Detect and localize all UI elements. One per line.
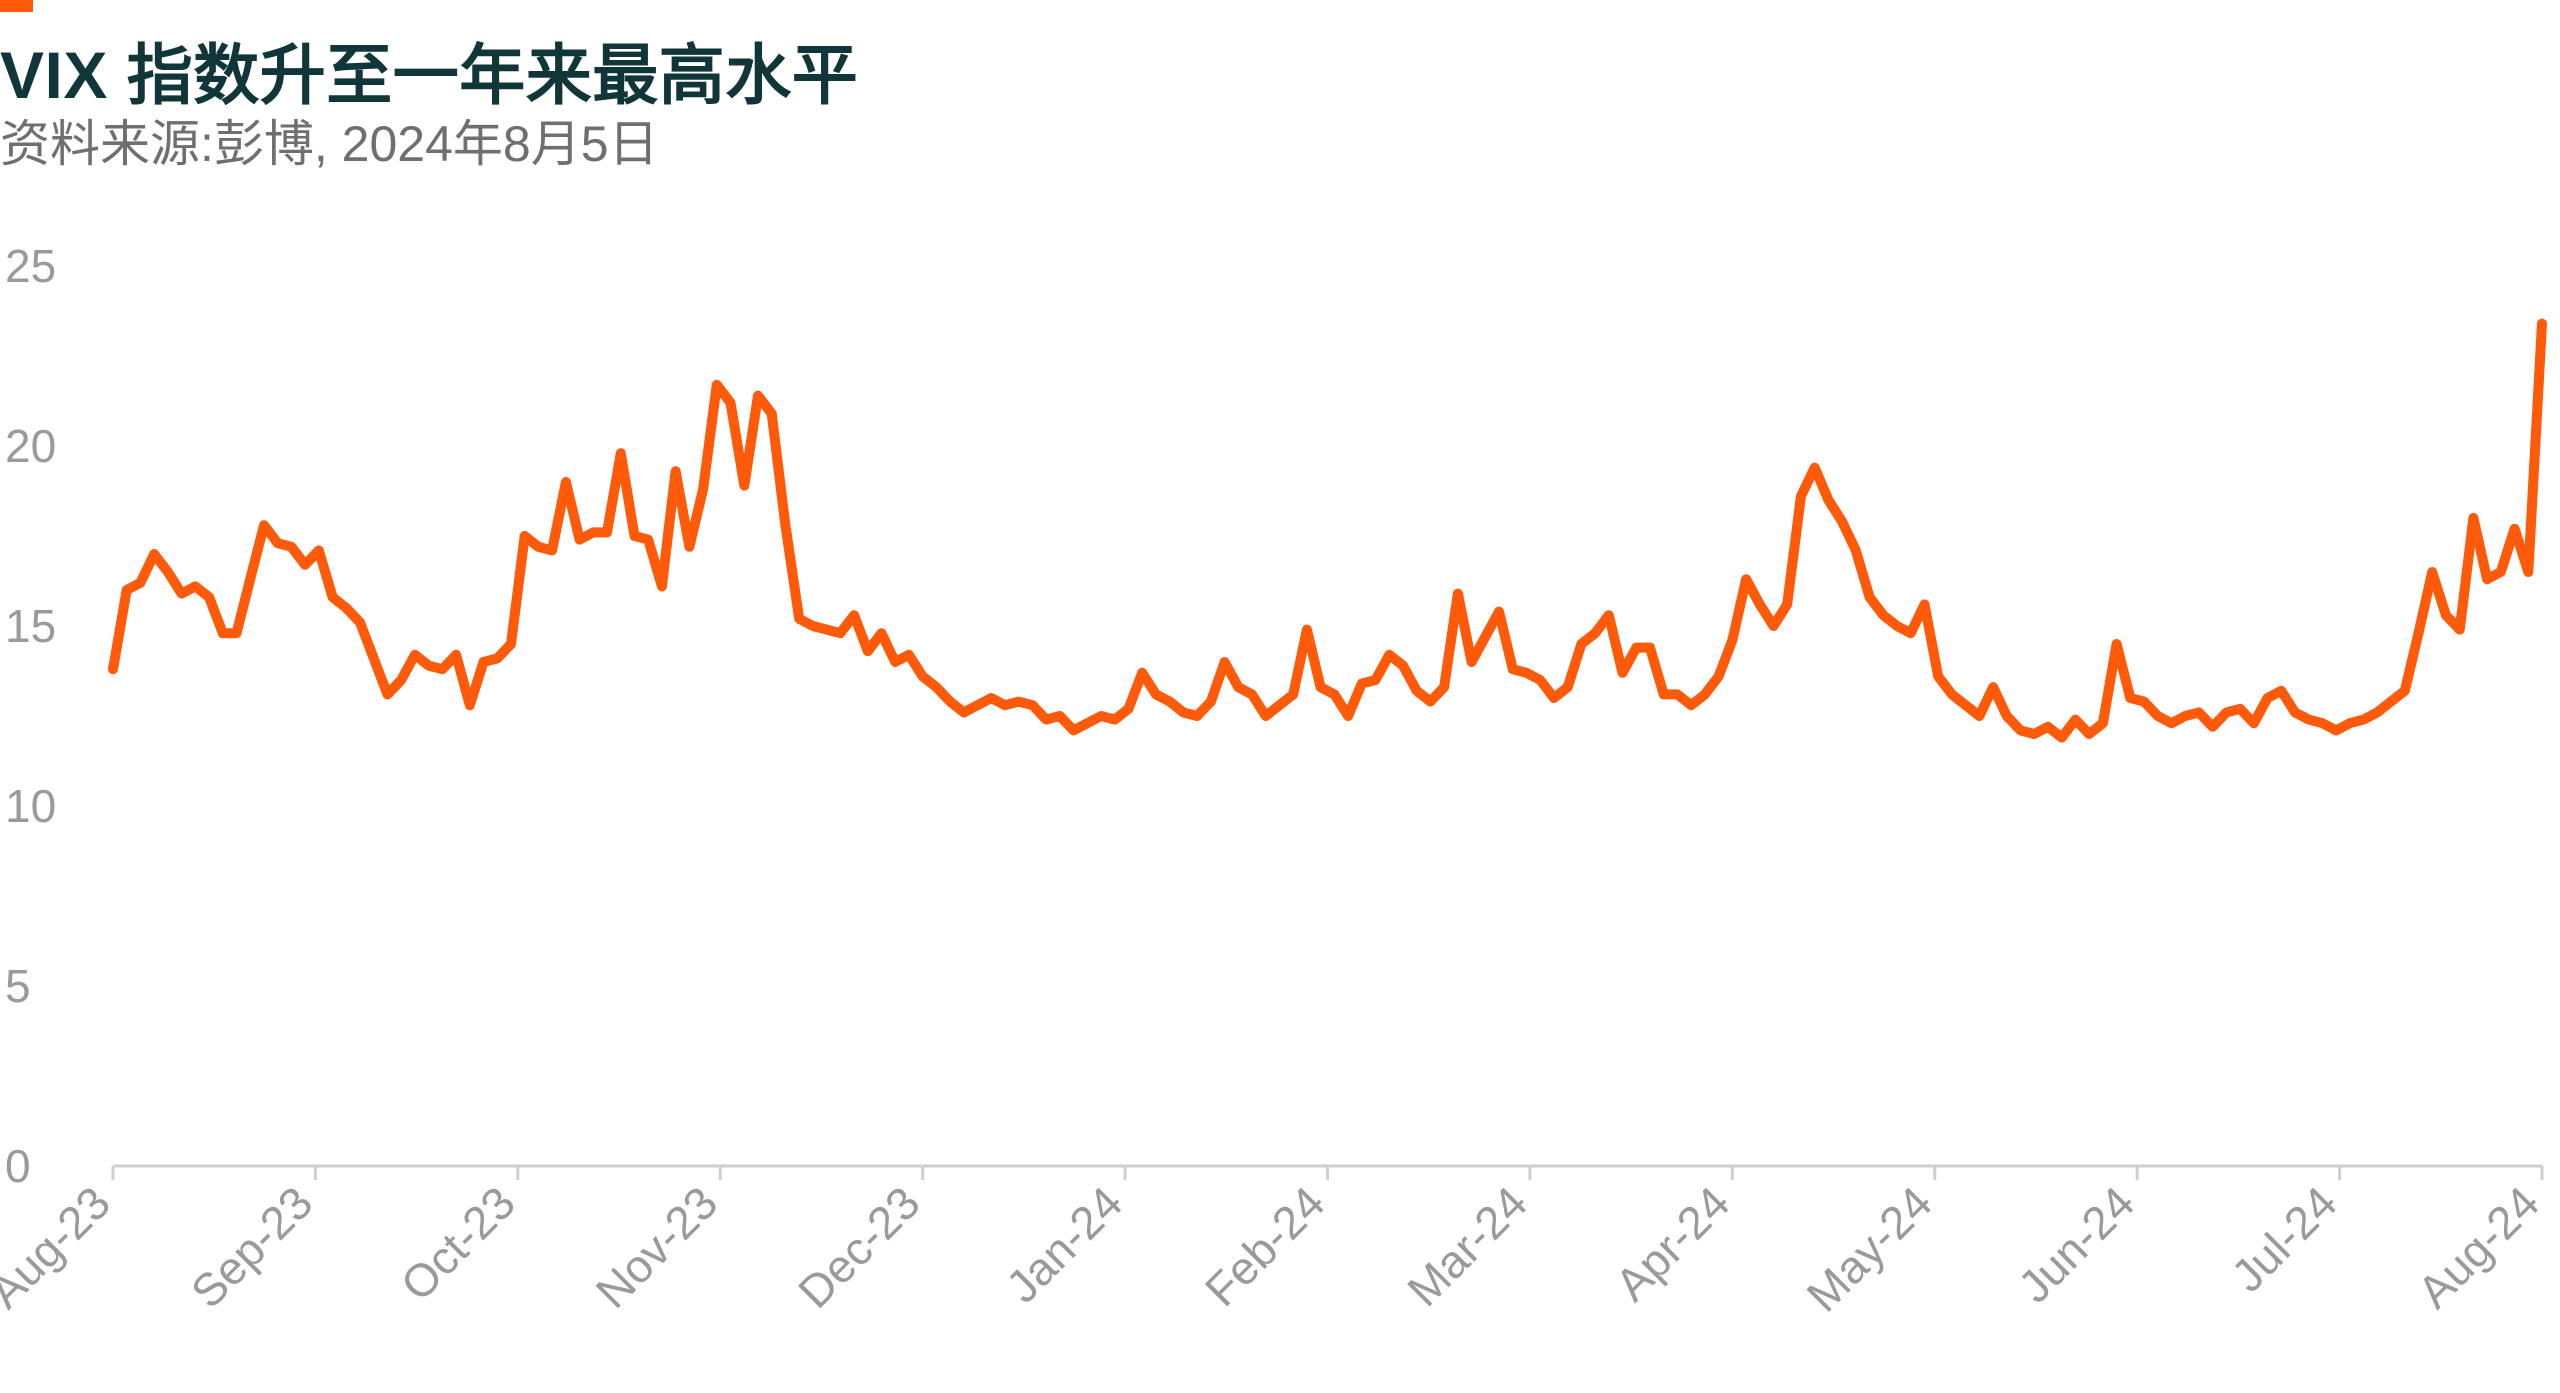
y-tick-label: 0	[5, 1140, 31, 1192]
x-tick-label: Aug-24	[2407, 1176, 2549, 1318]
x-tick-label: Apr-24	[1605, 1176, 1739, 1310]
y-tick-label: 10	[5, 780, 56, 832]
x-tick-label: Nov-23	[586, 1176, 728, 1318]
x-tick-label: Feb-24	[1195, 1176, 1335, 1316]
y-tick-label: 20	[5, 420, 56, 472]
y-tick-label: 25	[5, 240, 56, 292]
x-tick-label: Aug-23	[0, 1176, 120, 1318]
x-tick-label: May-24	[1797, 1176, 1942, 1321]
x-axis: Aug-23 Sep-23 Oct-23 Nov-23 Dec-23 Jan-24 Feb-…	[0, 1164, 2549, 1322]
plot-area	[108, 318, 2547, 743]
chart-subtitle: 资料来源:彭博, 2024年8月5日	[0, 116, 659, 172]
accent-bar	[0, 0, 33, 12]
x-tick-label: Mar-24	[1397, 1176, 1537, 1316]
y-tick-label: 5	[5, 960, 31, 1012]
series-line-0	[108, 318, 2547, 743]
y-axis: 0 5 10 15 20 25	[5, 240, 56, 1192]
y-tick-label: 15	[5, 600, 56, 652]
x-tick-label: Jun-24	[2008, 1176, 2144, 1312]
chart-title: VIX 指数升至一年来最高水平	[0, 38, 859, 112]
x-tick-label: Sep-23	[181, 1176, 323, 1318]
x-tick-label: Oct-23	[391, 1176, 525, 1310]
x-tick-label: Jul-24	[2221, 1176, 2346, 1301]
x-tick-label: Jan-24	[996, 1176, 1132, 1312]
x-tick-label: Dec-23	[788, 1176, 930, 1318]
